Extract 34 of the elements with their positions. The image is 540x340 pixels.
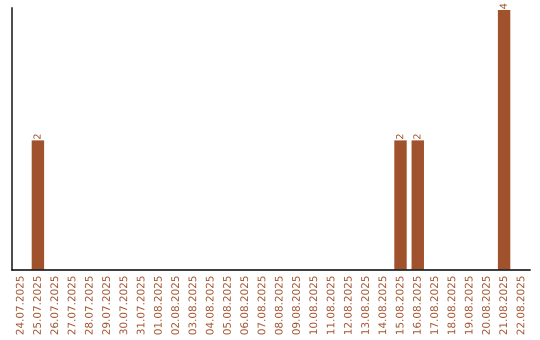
x-tick-label: 17.08.2025 — [430, 276, 438, 334]
x-tick-label: 30.07.2025 — [119, 276, 128, 334]
x-tick-label: 07.08.2025 — [258, 276, 266, 335]
x-tick-label: 27.07.2025 — [68, 276, 76, 334]
x-tick-label: 10.08.2025 — [309, 276, 318, 334]
x-tick-label: 09.08.2025 — [292, 276, 300, 335]
x-tick-label: 24.07.2025 — [16, 276, 24, 334]
x-tick-label: 02.08.2025 — [171, 276, 180, 335]
x-tick-label: 31.07.2025 — [136, 276, 145, 334]
x-tick-label: 20.08.2025 — [482, 276, 490, 334]
x-tick-label: 19.08.2025 — [464, 276, 473, 334]
x-tick-label: 06.08.2025 — [240, 276, 248, 335]
x-tick-label: 05.08.2025 — [222, 276, 231, 335]
x-tick-label: 13.08.2025 — [361, 276, 369, 334]
x-tick-label: 12.08.2025 — [344, 276, 352, 334]
data-label: 2 — [413, 134, 420, 139]
x-tick-label: 26.07.2025 — [50, 276, 58, 334]
x-tick-label: 18.08.2025 — [447, 276, 456, 334]
data-label: 2 — [396, 134, 404, 139]
x-tick-label: 21.08.2025 — [499, 276, 508, 334]
x-tick-label: 16.08.2025 — [412, 276, 421, 334]
x-tick-label: 29.07.2025 — [102, 276, 110, 334]
data-label: 4 — [500, 4, 507, 9]
x-tick-label: 04.08.2025 — [206, 276, 214, 335]
x-tick-label: 08.08.2025 — [274, 276, 283, 335]
x-tick-label: 11.08.2025 — [326, 276, 334, 334]
x-tick-label: 03.08.2025 — [188, 276, 196, 335]
x-tick-label: 22.08.2025 — [516, 276, 524, 334]
x-tick-label: 14.08.2025 — [378, 276, 386, 334]
x-tick-label: 01.08.2025 — [154, 276, 162, 335]
data-label: 2 — [33, 134, 41, 139]
x-tick-label: 15.08.2025 — [396, 276, 404, 334]
x-tick-label: 25.07.2025 — [33, 276, 41, 334]
x-tick-label: 28.07.2025 — [84, 276, 93, 334]
